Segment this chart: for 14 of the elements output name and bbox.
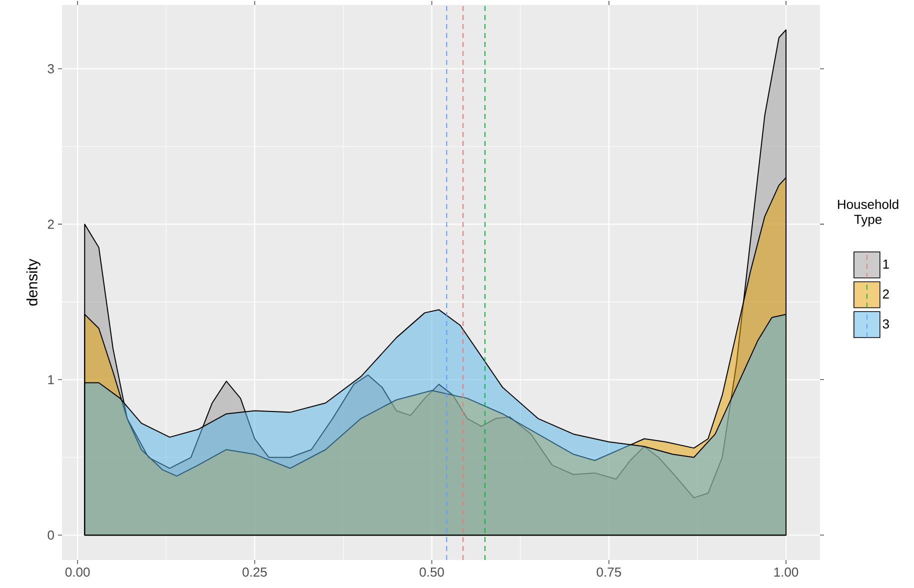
y-axis-title: density <box>26 258 40 306</box>
y-tick-label: 0 <box>48 530 54 540</box>
legend-title: Household Type <box>838 199 898 227</box>
legend-label: 2 <box>882 289 889 299</box>
x-tick-label: 0.50 <box>420 568 444 577</box>
x-tick-label: 0.00 <box>65 568 90 577</box>
legend-label: 1 <box>883 260 889 269</box>
x-tick-label: 0.25 <box>242 568 267 577</box>
y-tick-label: 2 <box>48 220 54 229</box>
x-tick-label: 0.75 <box>596 568 622 577</box>
x-tick-label: 1.00 <box>774 568 798 577</box>
y-tick-label: 1 <box>48 375 54 384</box>
y-tick-label: 3 <box>48 64 54 74</box>
legend-label: 3 <box>882 319 889 329</box>
